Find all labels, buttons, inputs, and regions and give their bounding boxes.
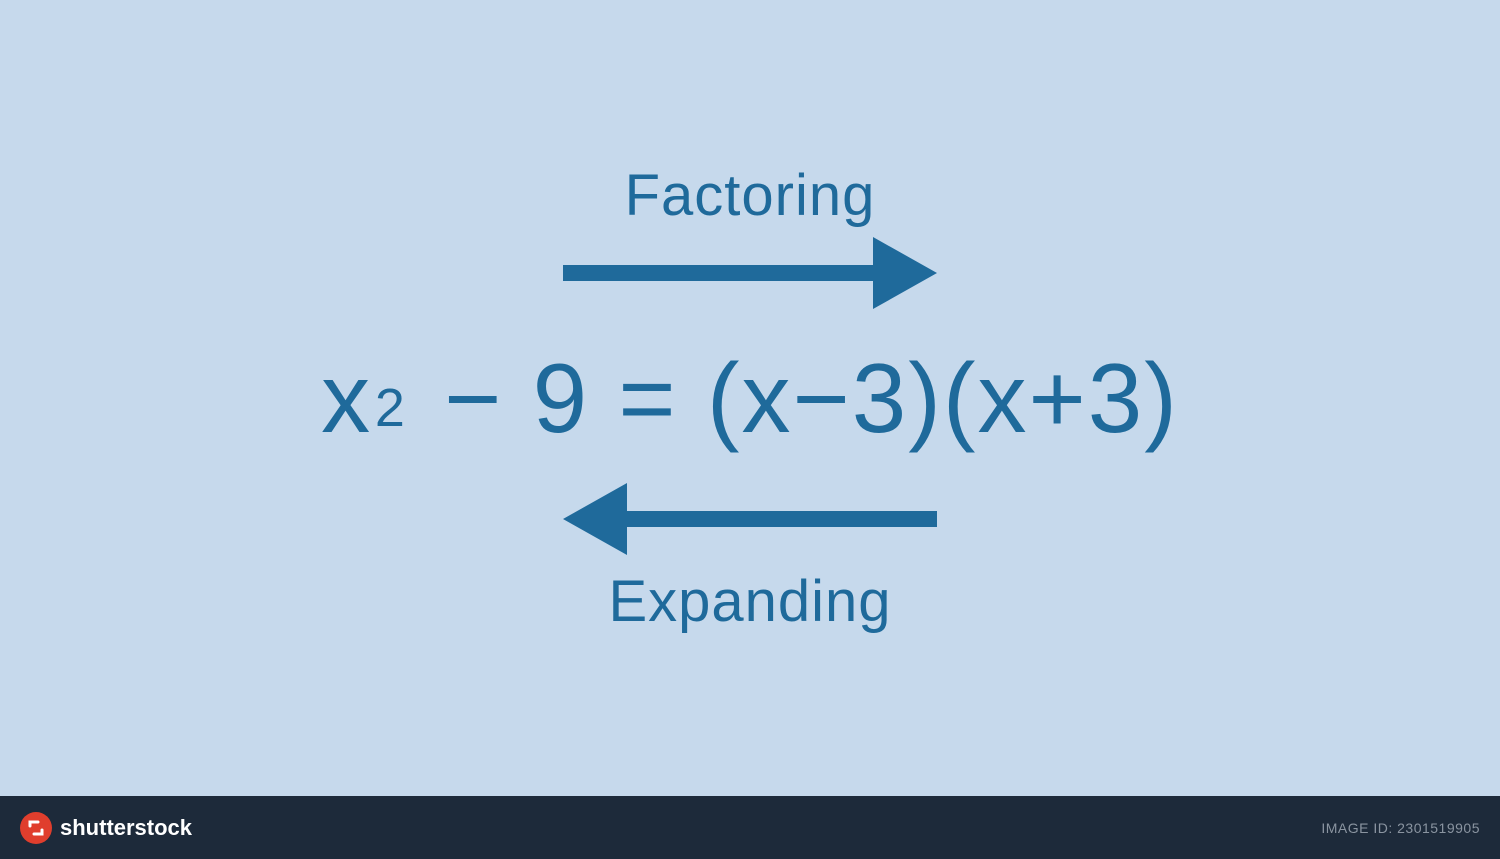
expanding-label: Expanding — [608, 568, 891, 635]
diagram-area: Factoring x2 − 9 = (x−3)(x+3) Expanding — [0, 0, 1500, 796]
footer-logo: shutterstock — [20, 812, 192, 844]
equation-space — [415, 342, 444, 455]
equation-rhs: (x−3)(x+3) — [707, 342, 1179, 455]
factoring-label: Factoring — [625, 162, 876, 229]
shutterstock-icon — [20, 812, 52, 844]
equation-space — [503, 342, 532, 455]
equation-lhs-exponent: 2 — [375, 377, 407, 439]
equation-lhs-base: x — [321, 342, 372, 455]
equation-lhs-op: − — [444, 342, 503, 455]
footer-bar: shutterstock IMAGE ID: 2301519905 — [0, 796, 1500, 859]
canvas: Factoring x2 − 9 = (x−3)(x+3) Expanding — [0, 0, 1500, 859]
equation: x2 − 9 = (x−3)(x+3) — [321, 342, 1179, 455]
equation-space — [589, 342, 618, 455]
arrow-left-icon — [563, 483, 937, 560]
arrow-right-icon — [563, 237, 937, 314]
equation-space — [678, 342, 707, 455]
footer-image-id: IMAGE ID: 2301519905 — [1321, 820, 1480, 836]
equation-eq: = — [618, 342, 677, 455]
footer-logo-text: shutterstock — [60, 815, 192, 841]
equation-lhs-const: 9 — [533, 342, 590, 455]
